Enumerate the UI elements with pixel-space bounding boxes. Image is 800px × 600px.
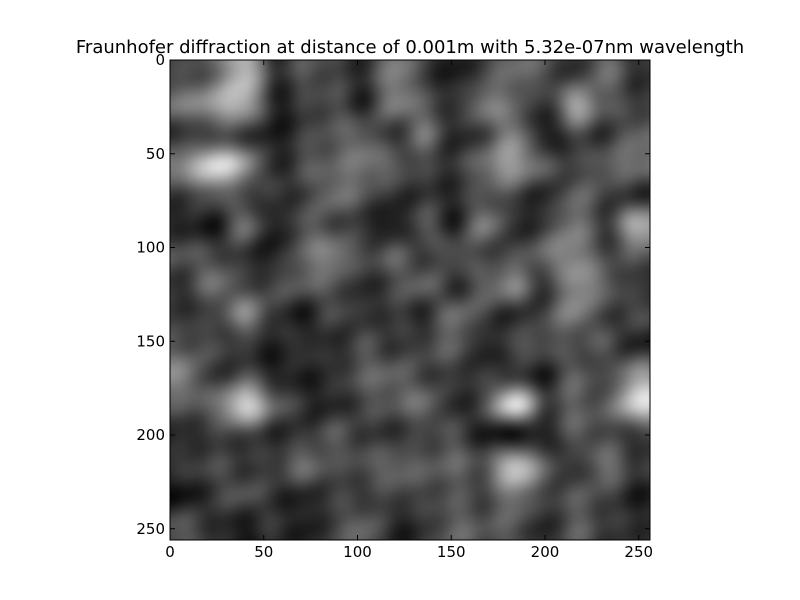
y-tick-label: 200: [136, 426, 165, 444]
x-tick-label: 250: [624, 543, 653, 561]
heatmap-image: [170, 60, 650, 540]
x-tick-label: 50: [254, 543, 273, 561]
y-tick-label: 150: [136, 332, 165, 350]
x-tick-label: 0: [165, 543, 175, 561]
heatmap-raster: [170, 60, 650, 540]
y-tick-label: 100: [136, 239, 165, 257]
x-tick-label: 150: [437, 543, 466, 561]
x-tick-label: 100: [343, 543, 372, 561]
y-tick-label: 50: [146, 145, 165, 163]
x-tick-label: 200: [531, 543, 560, 561]
chart-title: Fraunhofer diffraction at distance of 0.…: [76, 37, 744, 58]
y-tick-label: 0: [155, 51, 165, 69]
y-tick-label: 250: [136, 520, 165, 538]
plot-frame: [169, 59, 651, 541]
